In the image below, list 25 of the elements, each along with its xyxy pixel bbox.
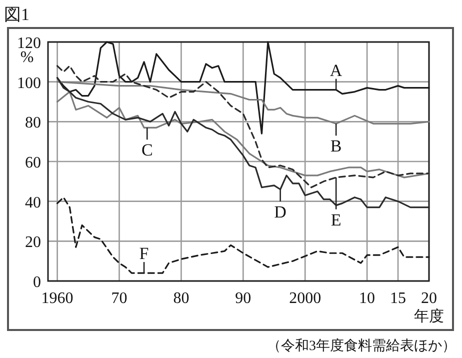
annotation: A [330,60,343,80]
y-tick-label: 120 [17,35,41,52]
y-axis-title: % [20,49,34,66]
chart-title: 図1 [4,5,30,24]
x-tick-label: 10 [359,290,376,307]
y-tick-label: 0 [33,274,41,291]
x-tick-label: 80 [173,290,190,307]
annotation: C [141,140,153,160]
x-tick-label: 1960 [41,290,74,307]
x-tick-label: 90 [235,290,252,307]
text: （令和3年度食料需給表ほか） [267,338,456,354]
x-tick-label: 15 [390,290,406,307]
x-axis-title: 年度 [414,308,444,325]
y-tick-label: 80 [25,114,41,132]
x-tick-label: 20 [421,290,437,307]
y-tick-label: 20 [25,234,41,252]
x-tick-label: 70 [111,290,128,307]
y-tick-label: 40 [25,194,41,212]
annotation: F [139,244,149,264]
x-tick-label: 2000 [289,290,322,307]
y-tick-label: 100 [17,74,41,92]
y-tick-label: 60 [25,154,41,172]
annotation: E [330,210,342,230]
annotation: D [274,202,286,222]
annotation: B [330,136,342,156]
